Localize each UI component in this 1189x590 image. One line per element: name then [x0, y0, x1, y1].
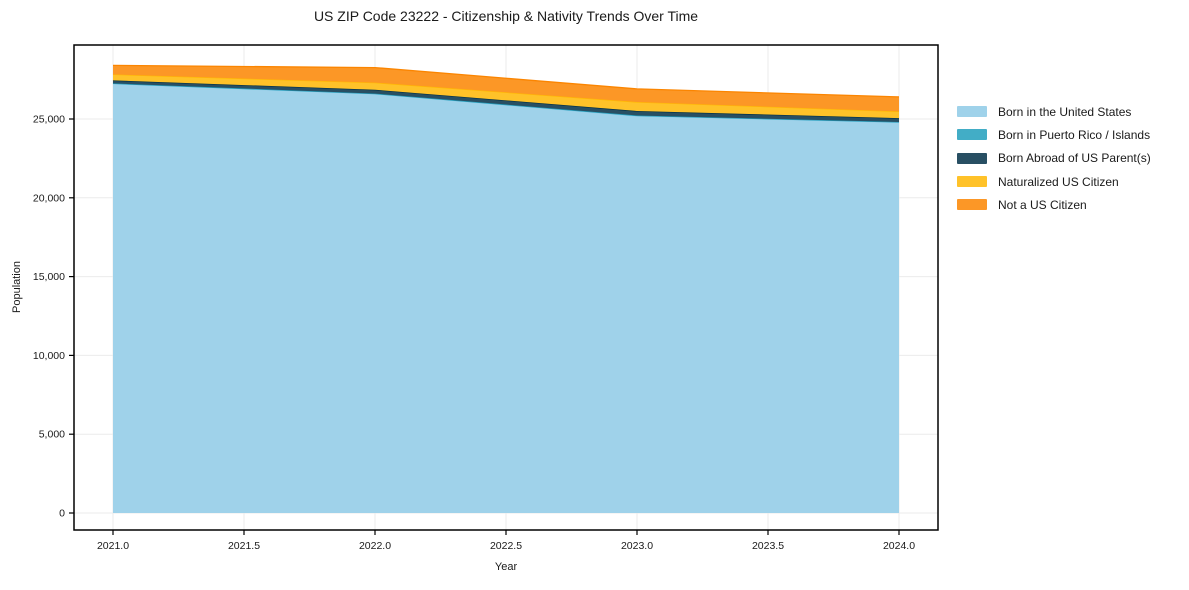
y-tick-label: 0: [59, 508, 65, 520]
legend-swatch-icon: [957, 199, 987, 211]
x-tick-label: 2021.5: [228, 540, 260, 552]
legend-label: Born in the United States: [998, 104, 1132, 119]
chart-title: US ZIP Code 23222 - Citizenship & Nativi…: [313, 8, 699, 24]
legend-label: Not a US Citizen: [998, 197, 1087, 212]
legend-swatch-icon: [957, 152, 987, 164]
legend-item: Naturalized US Citizen: [957, 170, 1151, 193]
legend-label: Born in Puerto Rico / Islands: [998, 127, 1151, 142]
area-born-abroad-of-us-parent-s: [113, 80, 899, 122]
legend-swatch-icon: [957, 129, 987, 141]
y-tick-label: 20,000: [33, 192, 65, 204]
area-naturalized-us-citizen: [113, 74, 899, 119]
legend-item: Born in Puerto Rico / Islands: [957, 123, 1151, 146]
legend-swatch-icon: [957, 106, 987, 118]
y-tick-label: 25,000: [33, 114, 65, 126]
x-tick-label: 2021.0: [97, 540, 129, 552]
legend-label: Naturalized US Citizen: [998, 174, 1119, 189]
y-tick-label: 5,000: [39, 429, 65, 441]
legend-label: Born Abroad of US Parent(s): [998, 151, 1151, 166]
y-tick-label: 10,000: [33, 350, 65, 362]
legend-swatch-icon: [957, 176, 987, 188]
x-tick-label: 2023.5: [752, 540, 784, 552]
legend-item: Not a US Citizen: [957, 193, 1151, 216]
area-not-a-us-citizen: [113, 65, 899, 112]
x-tick-label: 2022.0: [359, 540, 391, 552]
legend-item: Born in the United States: [957, 100, 1151, 123]
x-tick-label: 2024.0: [883, 540, 915, 552]
x-axis-label: Year: [494, 561, 518, 573]
area-born-in-the-united-states: [113, 83, 899, 513]
x-tick-label: 2022.5: [490, 540, 522, 552]
y-tick-label: 15,000: [33, 271, 65, 283]
legend-item: Born Abroad of US Parent(s): [957, 147, 1151, 170]
area-edge-not-a-us-citizen: [112, 64, 900, 98]
x-tick-label: 2023.0: [621, 540, 653, 552]
legend: Born in the United States Born in Puerto …: [957, 100, 1151, 216]
